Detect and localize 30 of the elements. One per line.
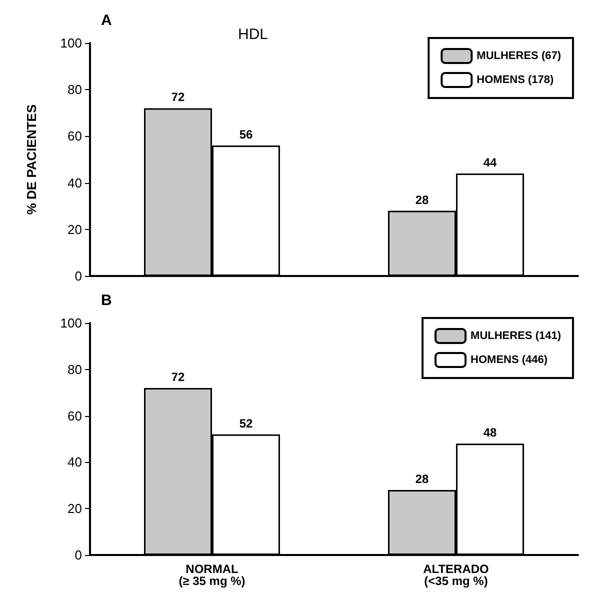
y-tick-label: 40 bbox=[68, 175, 82, 190]
y-axis-title: % DE PACIENTES bbox=[24, 104, 39, 215]
data-label: 28 bbox=[415, 472, 429, 486]
chart-title: A bbox=[101, 12, 112, 29]
y-tick-label: 80 bbox=[68, 82, 82, 98]
y-tick-label: 100 bbox=[60, 316, 82, 330]
data-label: 44 bbox=[483, 155, 497, 170]
y-tick-label: 0 bbox=[74, 548, 82, 562]
y-tick-label: 100 bbox=[60, 36, 82, 50]
data-label: 56 bbox=[239, 128, 253, 142]
legend-label: MULHERES (67) bbox=[476, 50, 562, 62]
data-label: 52 bbox=[239, 416, 253, 430]
y-tick-label: 20 bbox=[68, 501, 82, 516]
data-label: 48 bbox=[483, 426, 497, 440]
legend-label: HOMENS (446) bbox=[470, 354, 548, 366]
y-tick-label: 60 bbox=[68, 408, 82, 424]
data-label: 72 bbox=[171, 90, 185, 104]
y-tick-label: 60 bbox=[68, 128, 82, 144]
chart-subtitle: HDL bbox=[238, 26, 268, 43]
legend-label: MULHERES (141) bbox=[470, 330, 562, 342]
chart-title: B bbox=[101, 292, 112, 309]
y-tick-label: 80 bbox=[68, 362, 82, 377]
y-tick-label: 20 bbox=[68, 222, 82, 237]
data-label: 28 bbox=[415, 192, 429, 207]
x-tick-label: ALTERADO (<35 mg %) bbox=[423, 562, 489, 588]
x-tick-label: NORMAL (≥ 35 mg %) bbox=[178, 562, 246, 588]
y-tick-label: 40 bbox=[68, 454, 82, 470]
data-label: 72 bbox=[171, 370, 185, 384]
legend-label: HOMENS (178) bbox=[476, 74, 554, 86]
y-tick-label: 0 bbox=[74, 268, 82, 284]
